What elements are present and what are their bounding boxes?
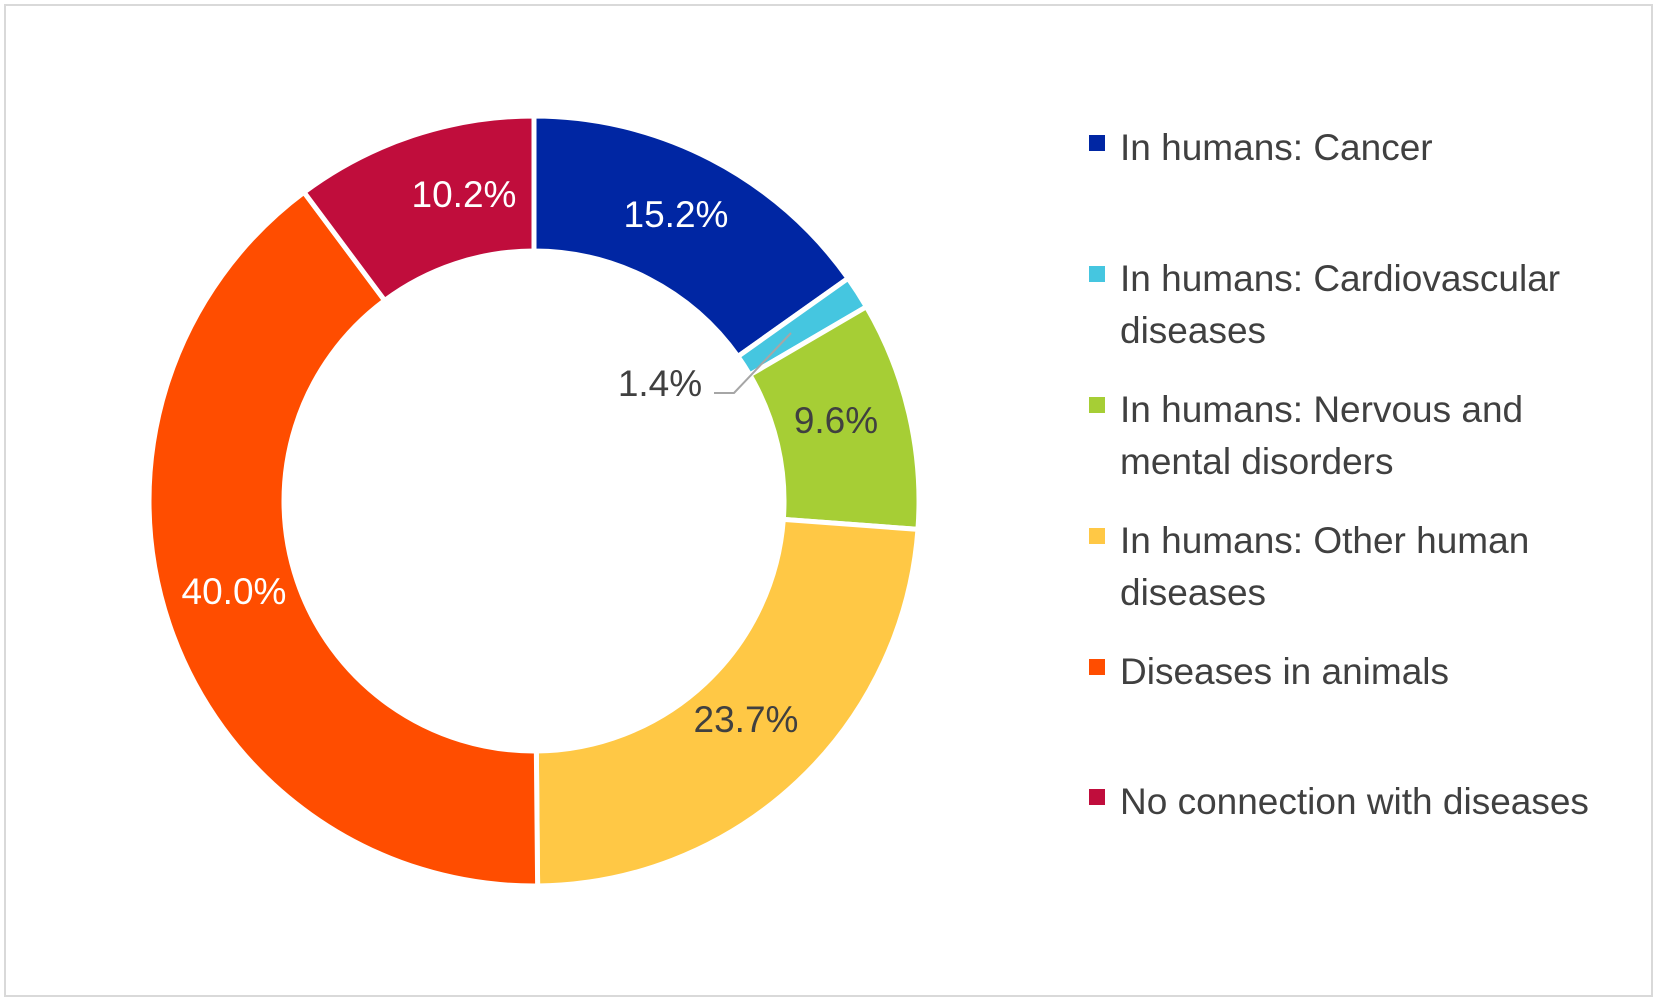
legend-label: In humans: Cardiovascular (1120, 258, 1560, 299)
legend-label: In humans: Nervous and (1120, 389, 1523, 430)
legend-label: diseases (1120, 310, 1266, 351)
legend-label: mental disorders (1120, 441, 1394, 482)
legend-label: No connection with diseases (1120, 781, 1589, 822)
legend-swatch (1089, 528, 1105, 544)
donut-slices (146, 113, 922, 889)
data-label-in-humans-cancer: 15.2% (624, 194, 729, 235)
leader-lines (714, 332, 792, 394)
slice-no-connection-with-diseases (300, 113, 537, 305)
legend-swatch (1089, 266, 1105, 282)
data-label-in-humans-other-human-diseases: 23.7% (694, 699, 799, 740)
data-label-in-humans-nervous-and-mental-disorders: 9.6% (794, 400, 878, 441)
data-label-no-connection-with-diseases: 10.2% (412, 174, 517, 215)
data-labels: 15.2% 1.4% 9.6% 23.7% 40.0% 10.2% (182, 174, 879, 740)
data-label-diseases-in-animals: 40.0% (182, 571, 287, 612)
legend-label: In humans: Other human (1120, 520, 1529, 561)
legend-item-no-connection-with-diseases: No connection with diseases (1089, 781, 1589, 822)
slice-in-humans-other-human-diseases (533, 516, 921, 889)
legend-swatch (1089, 397, 1105, 413)
legend-swatch (1089, 789, 1105, 805)
legend-label: Diseases in animals (1120, 651, 1449, 692)
legend-item-diseases-in-animals: Diseases in animals (1089, 651, 1449, 692)
legend-item-in-humans-cancer: In humans: Cancer (1089, 127, 1433, 168)
legend-label: diseases (1120, 572, 1266, 613)
leader-line-cardiovascular (714, 332, 792, 394)
legend-item-in-humans-nervous-and-mental-disorders: In humans: Nervous and mental disorders (1089, 389, 1523, 482)
slice-diseases-in-animals (146, 188, 541, 889)
data-label-in-humans-cardiovascular-diseases: 1.4% (618, 363, 702, 404)
legend-label: In humans: Cancer (1120, 127, 1433, 168)
legend: In humans: Cancer In humans: Cardiovascul… (1089, 127, 1589, 822)
legend-item-in-humans-cardiovascular-diseases: In humans: Cardiovascular diseases (1089, 258, 1560, 351)
legend-swatch (1089, 135, 1105, 151)
legend-item-in-humans-other-human-diseases: In humans: Other human diseases (1089, 520, 1529, 613)
legend-swatch (1089, 659, 1105, 675)
